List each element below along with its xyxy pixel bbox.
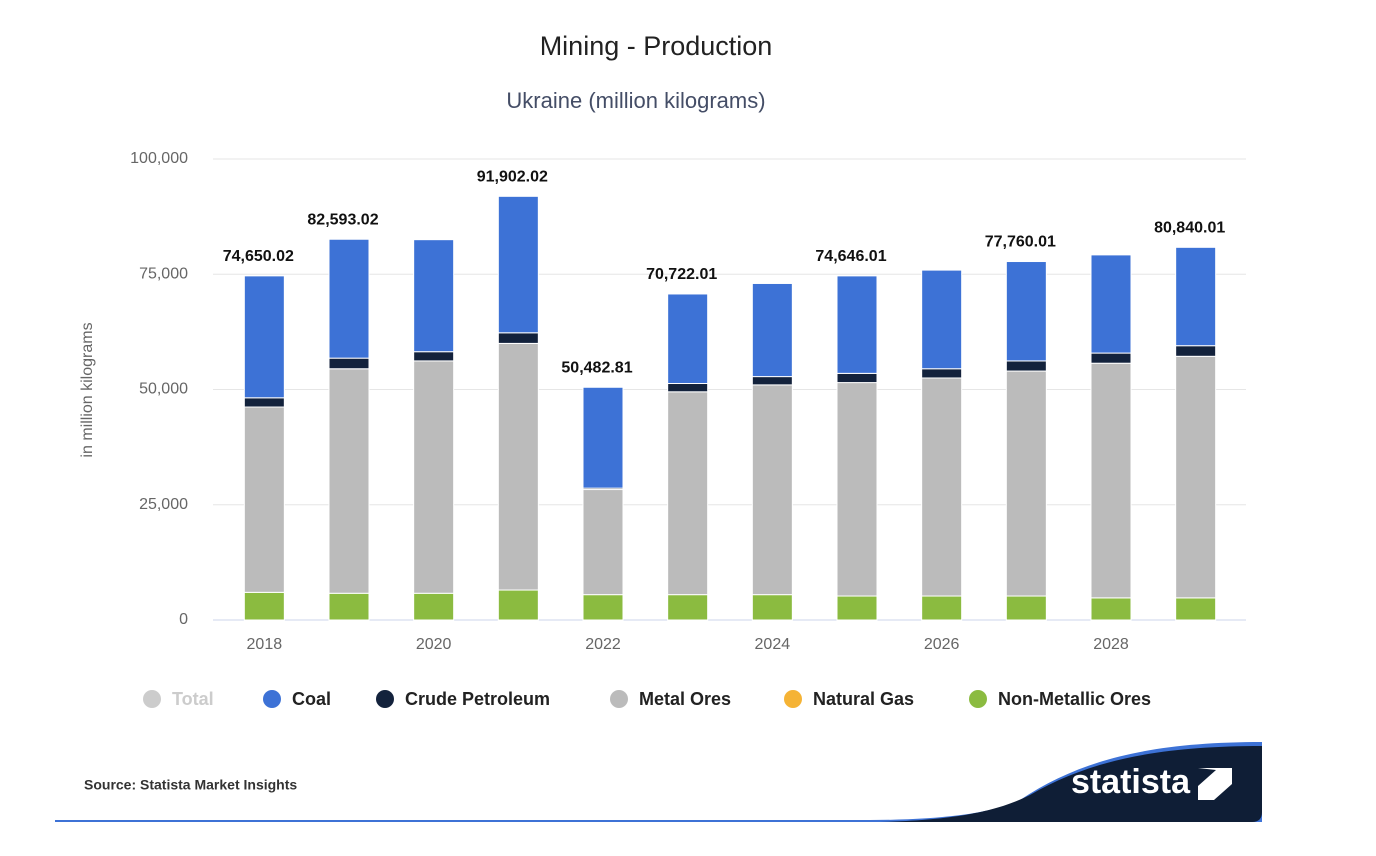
bar-segment (413, 592, 455, 621)
legend-marker (610, 690, 628, 708)
data-label: 70,722.01 (646, 266, 717, 283)
bar-segment (243, 591, 285, 621)
legend-label: Total (172, 689, 214, 709)
bar-segment (667, 383, 709, 393)
legend-marker (376, 690, 394, 708)
bar-segment (497, 342, 539, 591)
bar-segment (836, 372, 878, 384)
x-tick-label: 2022 (585, 636, 621, 653)
bar-segment (667, 594, 709, 621)
chart-title: Mining - Production (540, 31, 773, 61)
bar-segment (1175, 345, 1217, 357)
bar-segment (1175, 355, 1217, 599)
data-label: 80,840.01 (1154, 220, 1225, 237)
bar-segment (413, 239, 455, 353)
x-tick-label: 2024 (755, 636, 791, 653)
bar-segment (667, 293, 709, 385)
brand-icon (1198, 768, 1232, 800)
brand: statista (1071, 763, 1191, 801)
bar-segment (328, 592, 370, 621)
bar-segment (921, 595, 963, 621)
bar-segment (243, 397, 285, 408)
y-tick-label: 75,000 (139, 265, 188, 282)
x-tick-label: 2026 (924, 636, 960, 653)
y-tick-label: 25,000 (139, 496, 188, 513)
x-tick-label: 2018 (247, 636, 283, 653)
bar-segment (836, 382, 878, 597)
bar-segment (582, 594, 624, 621)
bar-segment (751, 282, 793, 378)
bar-segment (413, 351, 455, 362)
data-label: 74,650.02 (223, 248, 294, 265)
legend-label: Natural Gas (813, 689, 914, 709)
bar-segment (328, 238, 370, 359)
bar-segment (1090, 597, 1132, 621)
legend-marker (969, 690, 987, 708)
bar-segment (413, 360, 455, 594)
source: Source: Statista Market Insights (84, 777, 297, 793)
legend-marker (784, 690, 802, 708)
bar-segment (328, 368, 370, 594)
legend-label: Coal (292, 689, 331, 709)
bar-segment (497, 589, 539, 621)
y-tick-label: 0 (179, 611, 188, 628)
bar-segment (1090, 352, 1132, 364)
legend-label: Metal Ores (639, 689, 731, 709)
bar-segment (1090, 362, 1132, 599)
bar-segment (751, 376, 793, 386)
bar-segment (497, 332, 539, 344)
bar-segment (1175, 597, 1217, 621)
bar-segment (497, 195, 539, 334)
data-label: 82,593.02 (307, 211, 378, 228)
footer-dark (880, 746, 1262, 822)
bar-segment (1005, 360, 1047, 372)
bar-segment (1175, 246, 1217, 347)
x-tick-label: 2028 (1093, 636, 1129, 653)
data-label: 91,902.02 (477, 169, 548, 186)
bar-segment (582, 489, 624, 596)
legend-label: Non-Metallic Ores (998, 689, 1151, 709)
data-label: 50,482.81 (561, 359, 632, 376)
chart-subtitle: Ukraine (million kilograms) (506, 88, 765, 113)
bar-segment (751, 594, 793, 621)
y-tick-label: 50,000 (139, 381, 188, 398)
data-label: 74,646.01 (815, 248, 886, 265)
bar-segment (1005, 595, 1047, 621)
legend-marker (263, 690, 281, 708)
bar-segment (1090, 254, 1132, 354)
legend-marker (143, 690, 161, 708)
bar-segment (582, 386, 624, 489)
bar-segment (836, 275, 878, 374)
bar-segment (1005, 261, 1047, 362)
bar-segment (751, 384, 793, 596)
x-tick-label: 2020 (416, 636, 452, 653)
bar-segment (921, 368, 963, 379)
bar-segment (1005, 370, 1047, 597)
legend-label: Crude Petroleum (405, 689, 550, 709)
y-tick-label: 100,000 (130, 150, 188, 167)
data-label: 77,760.01 (985, 234, 1056, 251)
bar-segment (243, 406, 285, 593)
bar-segment (667, 391, 709, 596)
bar-segment (836, 595, 878, 621)
bar-segment (243, 275, 285, 399)
bar-segment (328, 357, 370, 370)
bar-segment (921, 377, 963, 597)
bar-segment (921, 269, 963, 370)
y-axis-label: in million kilograms (79, 322, 96, 457)
